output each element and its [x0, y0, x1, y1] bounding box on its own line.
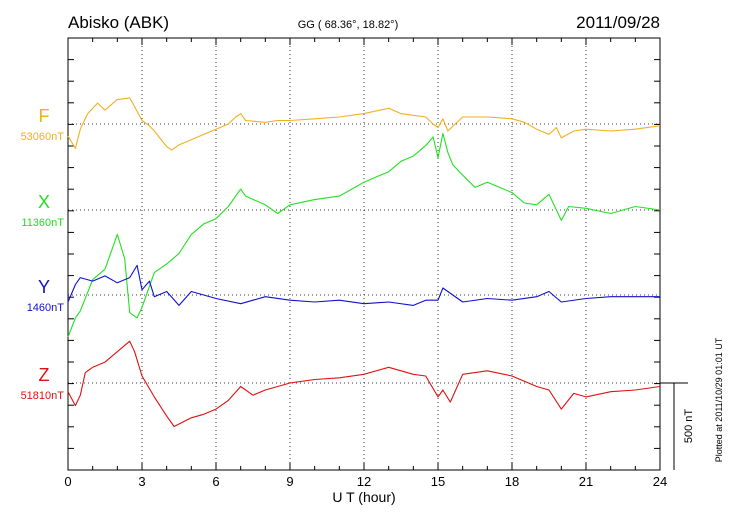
geo-coordinates: GG ( 68.36°, 18.82°)	[298, 19, 399, 31]
x-tick-label-0: 0	[64, 474, 71, 489]
series-layer: F 53060nT X 11360nT Y 1460nT Z 51810nT	[21, 97, 661, 428]
x-tick-label-6: 6	[212, 474, 219, 489]
x-tick-label-12: 12	[357, 474, 371, 489]
x-tick-label-18: 18	[505, 474, 519, 489]
series-y-line	[67, 264, 660, 306]
x-axis-label: U T (hour)	[332, 489, 395, 505]
series-f-name: F	[39, 106, 50, 126]
series-z-line	[67, 340, 661, 428]
scale-bar: 500 nT	[660, 382, 695, 470]
x-tick-label-3: 3	[138, 474, 145, 489]
series-x-line	[67, 132, 661, 338]
x-tick-label-21: 21	[579, 474, 593, 489]
x-tick-label-15: 15	[431, 474, 445, 489]
series-y-baseline-label: 1460nT	[27, 302, 65, 314]
station-title: Abisko (ABK)	[68, 13, 169, 32]
date-label: 2011/09/28	[576, 13, 660, 32]
series-z-baseline-label: 51810nT	[21, 390, 65, 402]
scale-bar-label: 500 nT	[683, 409, 695, 444]
x-tick-label-24: 24	[653, 474, 667, 489]
series-y-name: Y	[38, 277, 50, 297]
series-f-baseline-label: 53060nT	[21, 131, 65, 143]
series-f-line	[67, 97, 661, 151]
grid-lines	[68, 38, 660, 470]
x-tick-label-9: 9	[286, 474, 293, 489]
x-axis: 0 3 6 9 12 15 18 21 24	[64, 38, 667, 489]
plotted-timestamp: Plotted at 2011/10/29 01:01 UT	[714, 337, 724, 462]
series-z-name: Z	[39, 365, 50, 385]
series-x-name: X	[38, 192, 50, 212]
y-minor-ticks	[68, 37, 660, 449]
series-x-baseline-label: 11360nT	[21, 217, 64, 229]
